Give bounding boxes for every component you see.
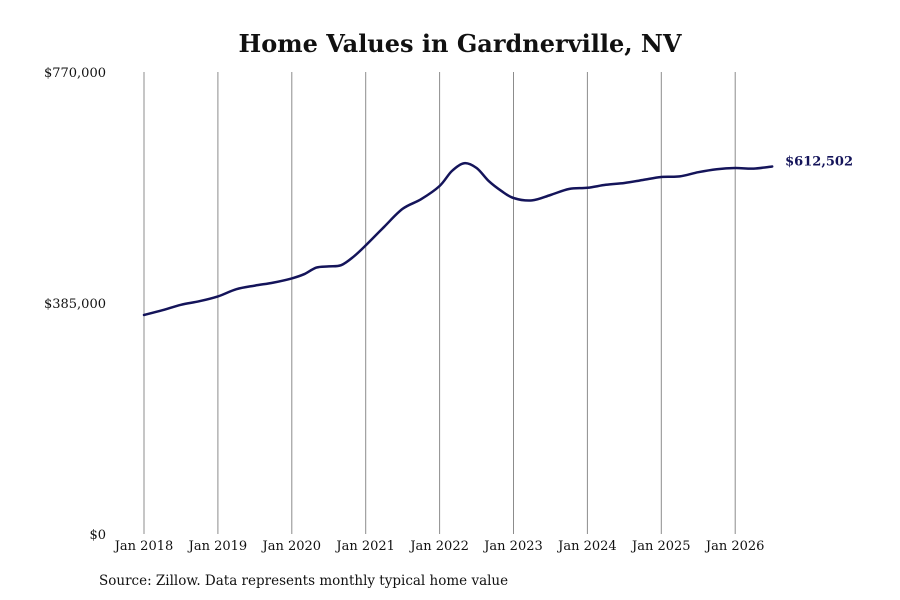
y-tick-label: $385,000 (44, 297, 106, 312)
x-tick-label: Jan 2025 (630, 539, 691, 554)
source-note: Source: Zillow. Data represents monthly … (99, 573, 509, 589)
y-tick-label: $0 (89, 528, 106, 543)
series-layer (142, 161, 774, 317)
x-tick-label: Jan 2022 (408, 539, 469, 554)
x-tick-label: Jan 2026 (704, 539, 765, 554)
vertical-gridlines (143, 72, 736, 534)
x-tick-label: Jan 2024 (556, 539, 617, 554)
x-tick-label: Jan 2019 (187, 539, 248, 554)
x-tick-label: Jan 2020 (261, 539, 322, 554)
x-tick-label: Jan 2021 (334, 539, 395, 554)
series-line (142, 161, 774, 317)
chart-title: Home Values in Gardnerville, NV (239, 29, 682, 58)
x-axis-ticks: Jan 2018 Jan 2019 Jan 2020 Jan 2021 Jan 2022… (113, 539, 765, 554)
x-tick-label: Jan 2018 (113, 539, 174, 554)
x-tick-label: Jan 2023 (482, 539, 543, 554)
y-tick-label: $770,000 (44, 66, 106, 81)
last-value-label: $612,502 (785, 154, 853, 169)
y-axis-ticks: $0 $385,000 $770,000 (44, 66, 106, 543)
